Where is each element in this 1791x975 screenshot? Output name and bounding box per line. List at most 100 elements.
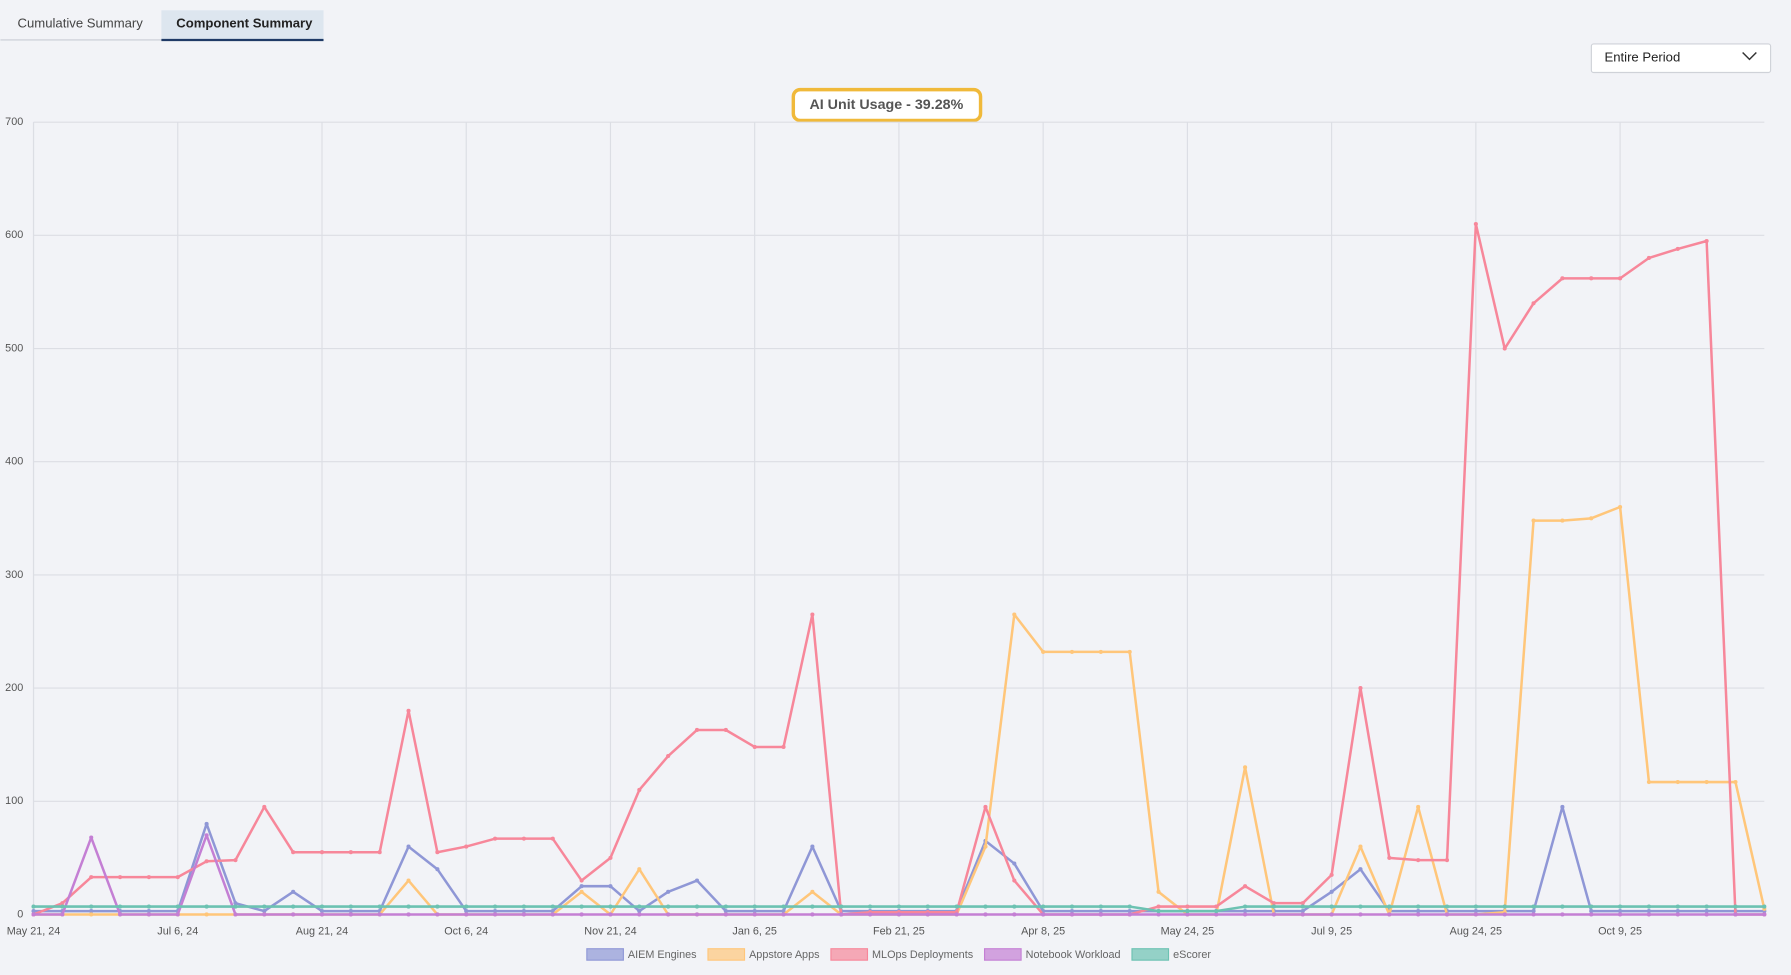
tab-background[interactable]	[161, 10, 324, 40]
tab-active[interactable]: Component Summary	[161, 10, 324, 42]
data-point	[1502, 904, 1507, 909]
data-point	[1618, 504, 1623, 510]
tab-label[interactable]: Cumulative Summary	[18, 15, 144, 30]
data-point	[1098, 904, 1103, 909]
legend-label: AIEM Engines	[628, 949, 697, 961]
data-point	[666, 753, 671, 759]
data-point	[1127, 909, 1132, 914]
data-point	[348, 909, 353, 914]
plot: 0 100 200 300 400 500 600 700 May 21, 24 Jul 6, 2…	[5, 116, 1767, 961]
data-point	[146, 875, 151, 880]
data-point	[925, 912, 930, 917]
data-point	[1329, 872, 1334, 877]
data-point	[1358, 686, 1363, 691]
data-point	[1531, 301, 1536, 306]
data-point	[1444, 858, 1450, 863]
data-point	[1012, 904, 1017, 909]
dropdown-value[interactable]: Entire Period	[1604, 50, 1680, 65]
data-point	[1675, 912, 1680, 917]
tab-label[interactable]: Component Summary	[176, 15, 313, 30]
data-point	[1416, 804, 1421, 810]
x-tick-label: Feb 21, 25	[873, 925, 925, 937]
legend-label: eScorer	[1173, 949, 1211, 961]
x-tick-label: Nov 21, 24	[584, 925, 636, 937]
data-point	[1069, 904, 1075, 909]
data-point	[637, 904, 642, 909]
data-point	[493, 912, 498, 917]
tab[interactable]: Cumulative Summary	[18, 15, 144, 30]
data-point	[954, 912, 959, 917]
data-point	[1127, 904, 1132, 909]
data-point	[1444, 912, 1450, 917]
data-point	[1329, 912, 1334, 917]
data-point	[1560, 518, 1565, 523]
data-point	[435, 867, 440, 872]
data-point	[146, 912, 151, 917]
data-point	[521, 904, 526, 909]
data-point	[89, 875, 94, 880]
data-point	[1358, 844, 1363, 849]
legend-label: MLOps Deployments	[872, 949, 974, 961]
legend: AIEM Engines Appstore Apps MLOps Deploymen…	[586, 948, 1211, 961]
data-point	[291, 889, 296, 894]
data-point	[983, 912, 988, 917]
data-point	[1214, 904, 1219, 909]
legend-swatch	[586, 948, 624, 961]
data-point	[608, 855, 613, 860]
data-point	[319, 909, 325, 914]
data-point	[406, 708, 411, 713]
data-point	[1560, 904, 1565, 909]
data-point	[637, 787, 642, 793]
data-point	[608, 884, 613, 889]
data-point	[204, 859, 209, 864]
data-point	[550, 904, 555, 909]
data-point	[175, 904, 180, 909]
dropdown-box[interactable]	[1590, 43, 1772, 74]
data-point	[723, 727, 728, 733]
data-point	[175, 912, 180, 917]
data-point	[1041, 912, 1046, 917]
data-point	[1473, 904, 1478, 909]
data-point	[550, 836, 555, 841]
data-point	[377, 912, 382, 917]
data-point	[1618, 904, 1623, 909]
data-point	[493, 904, 498, 909]
data-point	[1618, 276, 1623, 281]
legend-swatch	[830, 948, 869, 961]
data-point	[1560, 804, 1565, 810]
y-tick-label: 600	[5, 229, 23, 241]
data-point	[118, 875, 123, 880]
data-point	[810, 912, 815, 917]
data-point	[579, 884, 584, 889]
data-point	[1502, 346, 1507, 351]
data-point	[637, 867, 642, 872]
data-point	[781, 904, 786, 909]
data-point	[1185, 909, 1190, 914]
data-point	[983, 844, 988, 849]
period-dropdown[interactable]: Entire Period	[1590, 43, 1772, 74]
data-point	[666, 904, 671, 909]
data-point	[1156, 889, 1161, 894]
data-point	[1762, 912, 1767, 917]
data-point	[694, 904, 700, 909]
data-point	[291, 912, 296, 917]
data-point	[1271, 904, 1276, 909]
data-point	[204, 821, 209, 826]
data-point	[1243, 884, 1248, 889]
data-point	[1416, 909, 1421, 914]
data-point	[319, 904, 325, 909]
data-point	[1502, 912, 1507, 917]
data-point	[608, 912, 613, 917]
y-tick-label: 400	[5, 456, 23, 468]
data-point	[406, 912, 411, 917]
data-point	[810, 904, 815, 909]
x-tick-label: May 21, 24	[7, 925, 61, 937]
data-point	[146, 909, 151, 914]
data-point	[1675, 246, 1680, 251]
data-point	[1387, 904, 1392, 909]
data-point	[89, 912, 94, 917]
data-point	[233, 904, 238, 909]
